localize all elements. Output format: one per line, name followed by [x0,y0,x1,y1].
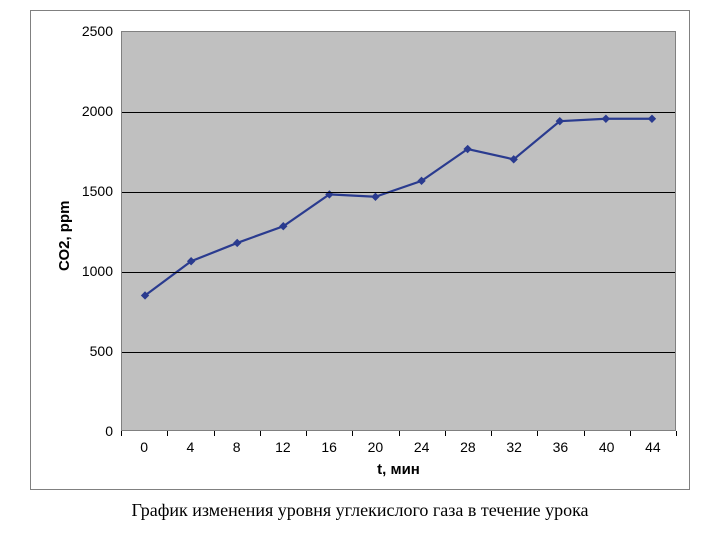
chart-caption: График изменения уровня углекислого газа… [0,500,720,521]
data-marker [372,193,379,200]
x-tick-label: 0 [129,439,159,455]
x-axis-title: t, мин [121,461,676,478]
y-tick-label: 1000 [73,263,113,279]
data-marker [234,239,241,246]
y-tick-label: 2000 [73,103,113,119]
chart-frame: 05001000150020002500 0481216202428323640… [30,10,690,490]
x-tick-mark [214,431,215,436]
y-axis-title: СО2, ppm [56,201,73,271]
x-tick-label: 4 [175,439,205,455]
x-tick-label: 24 [407,439,437,455]
x-tick-mark [306,431,307,436]
x-tick-mark [630,431,631,436]
x-tick-mark [584,431,585,436]
x-tick-label: 16 [314,439,344,455]
x-tick-label: 20 [360,439,390,455]
x-tick-mark [491,431,492,436]
gridline [122,272,675,273]
data-marker [602,115,609,122]
x-tick-mark [121,431,122,436]
x-tick-mark [352,431,353,436]
x-tick-mark [445,431,446,436]
x-tick-label: 8 [222,439,252,455]
plot-area [121,31,676,431]
y-tick-label: 0 [73,423,113,439]
y-tick-label: 500 [73,343,113,359]
data-marker [648,115,655,122]
y-tick-label: 1500 [73,183,113,199]
line-series [122,32,675,430]
x-tick-mark [399,431,400,436]
x-tick-label: 32 [499,439,529,455]
x-tick-mark [260,431,261,436]
x-tick-label: 40 [592,439,622,455]
gridline [122,112,675,113]
x-tick-label: 28 [453,439,483,455]
gridline [122,192,675,193]
x-tick-label: 12 [268,439,298,455]
y-tick-label: 2500 [73,23,113,39]
data-line [145,119,652,296]
gridline [122,352,675,353]
x-tick-mark [537,431,538,436]
x-tick-label: 44 [638,439,668,455]
x-tick-label: 36 [545,439,575,455]
x-tick-mark [167,431,168,436]
